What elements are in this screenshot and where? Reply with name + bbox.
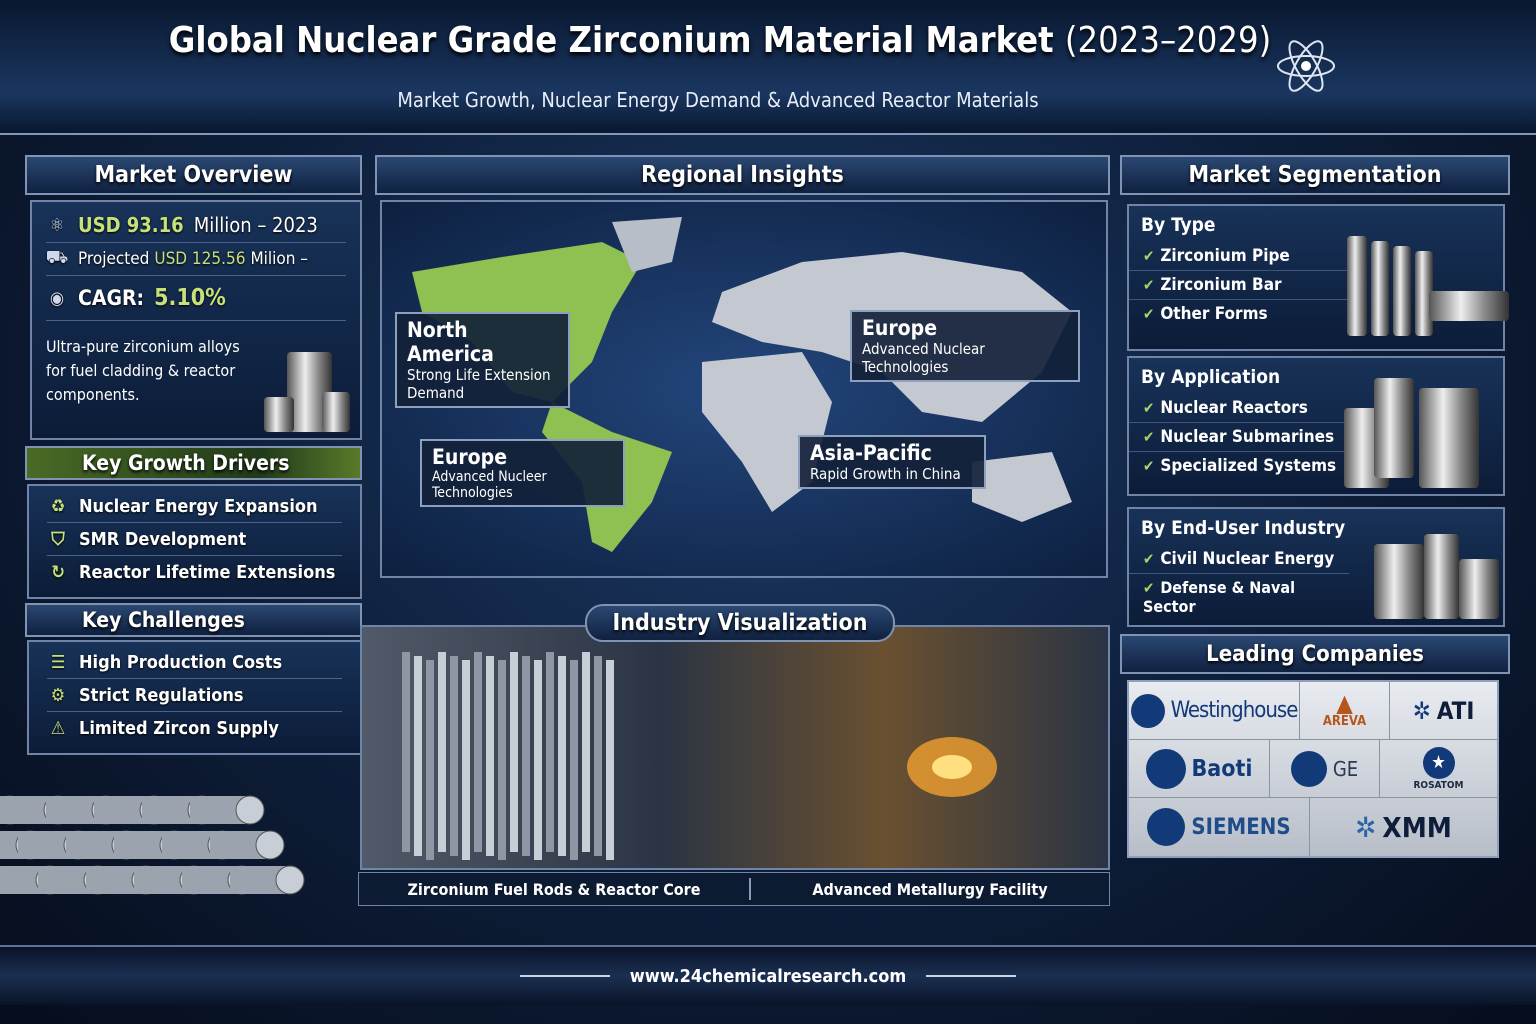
australia-shape	[972, 452, 1072, 522]
fuel-rod	[534, 660, 542, 860]
rod-end	[275, 865, 305, 895]
list-item: ⚠ Limited Zircon Supply	[47, 712, 342, 744]
logo-ge: GE	[1269, 740, 1379, 797]
list-item: ⚙ Strict Regulations	[47, 679, 342, 712]
logo-rosatom: ★ ROSATOM	[1379, 740, 1497, 797]
rod-end	[255, 830, 285, 860]
fuel-rod	[558, 656, 566, 856]
shield-icon: ⛉	[51, 528, 65, 550]
rod-end	[235, 795, 265, 825]
refresh-icon: ↻	[51, 561, 65, 583]
segment-by-application: By Application ✔ Nuclear Reactors ✔ Nuclea…	[1127, 356, 1505, 496]
list-item: ⛉ SMR Development	[47, 523, 342, 556]
growth-icon: ◉	[49, 287, 65, 309]
fuel-rod	[498, 660, 506, 860]
list-item: ↻ Reactor Lifetime Extensions	[47, 556, 342, 588]
nuclear-plant-icon: ♻	[50, 495, 66, 517]
fuel-rod	[462, 660, 470, 860]
fuel-rod	[510, 652, 518, 852]
logo-ati: ✲ ATI	[1389, 682, 1497, 739]
fuel-rod	[522, 656, 530, 856]
fuel-rod	[606, 660, 614, 860]
market-overview-panel: ⚛ USD 93.16 Million – 2023 ⛟ Projected USD 1…	[30, 200, 362, 440]
fuel-rod	[474, 652, 482, 852]
list-item: ✔ Zirconium Pipe	[1129, 242, 1349, 271]
check-icon: ✔	[1143, 457, 1155, 475]
check-icon: ✔	[1143, 399, 1155, 417]
growth-drivers-list: ♻ Nuclear Energy Expansion ⛉ SMR Developme…	[27, 484, 362, 599]
header: Global Nuclear Grade Zirconium Material …	[0, 0, 1536, 135]
page-subtitle: Market Growth, Nuclear Energy Demand & A…	[397, 88, 1039, 112]
logo-westinghouse: Westinghouse	[1129, 682, 1299, 739]
challenges-list: ☰ High Production Costs ⚙ Strict Regulatio…	[27, 640, 362, 755]
page-title: Global Nuclear Grade Zirconium Material …	[168, 20, 1272, 61]
list-item: ♻ Nuclear Energy Expansion	[47, 490, 342, 523]
check-icon: ✔	[1143, 247, 1155, 265]
map-label-europe: Europe Advanced Nuclear Technologies	[850, 310, 1080, 382]
check-icon: ✔	[1143, 305, 1155, 323]
overview-description: Ultra-pure zirconium alloys for fuel cla…	[46, 337, 240, 404]
fuel-rod	[402, 652, 410, 852]
segment-by-end-user: By End-User Industry ✔ Civil Nuclear Ener…	[1127, 507, 1505, 627]
website-link[interactable]: www.24chemicalresearch.com	[629, 965, 907, 987]
money-stack-icon: ☰	[50, 651, 66, 673]
check-icon: ✔	[1143, 428, 1155, 446]
logo-xmm: ✲ XMM	[1309, 798, 1497, 856]
fuel-rod	[450, 656, 458, 856]
regulation-icon: ⚙	[50, 684, 66, 706]
list-item: ✔ Nuclear Submarines	[1129, 423, 1349, 452]
check-icon: ✔	[1143, 550, 1155, 568]
growth-drivers-header: Key Growth Drivers	[25, 446, 362, 480]
logo-siemens: SIEMENS	[1129, 798, 1309, 856]
list-item: ☰ High Production Costs	[47, 646, 342, 679]
atom-icon	[1275, 35, 1337, 97]
segment-by-type: By Type ✔ Zirconium Pipe ✔ Zirconium Bar ✔…	[1127, 204, 1509, 351]
industry-visualization-header: Industry Visualization	[585, 604, 895, 642]
fuel-rod	[414, 656, 422, 856]
greenland-shape	[612, 217, 682, 272]
regional-insights-header: Regional Insights	[375, 155, 1110, 195]
map-label-europe-secondary: Europe Advanced Nucleer Technologies	[420, 439, 625, 507]
map-label-north-america: North America Strong Life Extension Deman…	[395, 312, 570, 408]
warning-icon: ⚠	[50, 717, 66, 739]
zirconium-rods-image	[0, 770, 350, 940]
atom-icon: ⚛	[49, 214, 65, 236]
industry-visualization-image	[360, 625, 1110, 870]
fuel-rod	[594, 656, 602, 856]
logo-areva: ▲ AREVA	[1299, 682, 1389, 739]
fuel-rod	[438, 652, 446, 852]
market-overview-header: Market Overview	[25, 155, 362, 195]
logo-baoti: Baoti	[1129, 740, 1269, 797]
check-icon: ✔	[1143, 276, 1155, 294]
list-item: ✔ Specialized Systems	[1143, 456, 1337, 476]
fuel-rod	[582, 652, 590, 852]
challenges-header: Key Challenges	[25, 603, 362, 637]
check-icon: ✔	[1143, 579, 1155, 597]
list-item: ✔ Zirconium Bar	[1129, 271, 1349, 300]
company-logos: Westinghouse ▲ AREVA ✲ ATI Baoti GE ★ ROSAT…	[1127, 680, 1499, 858]
market-segmentation-header: Market Segmentation	[1120, 155, 1510, 195]
fuel-rod	[426, 660, 434, 860]
fuel-rod	[570, 660, 578, 860]
fuel-rod	[546, 652, 554, 852]
list-item: ✔ Civil Nuclear Energy	[1129, 545, 1349, 574]
fuel-rod	[486, 656, 494, 856]
world-map: North America Strong Life Extension Deman…	[380, 200, 1108, 578]
list-item: ✔ Defense & Naval Sector	[1143, 578, 1295, 616]
footer: www.24chemicalresearch.com	[0, 945, 1536, 1005]
map-label-asia-pacific: Asia-Pacific Rapid Growth in China	[798, 435, 986, 489]
list-item: ✔ Other Forms	[1143, 304, 1268, 324]
industry-captions: Zirconium Fuel Rods & Reactor Core Advan…	[358, 872, 1110, 906]
factory-icon: ⛟	[45, 247, 69, 268]
list-item: ✔ Nuclear Reactors	[1129, 394, 1349, 423]
leading-companies-header: Leading Companies	[1120, 634, 1510, 674]
